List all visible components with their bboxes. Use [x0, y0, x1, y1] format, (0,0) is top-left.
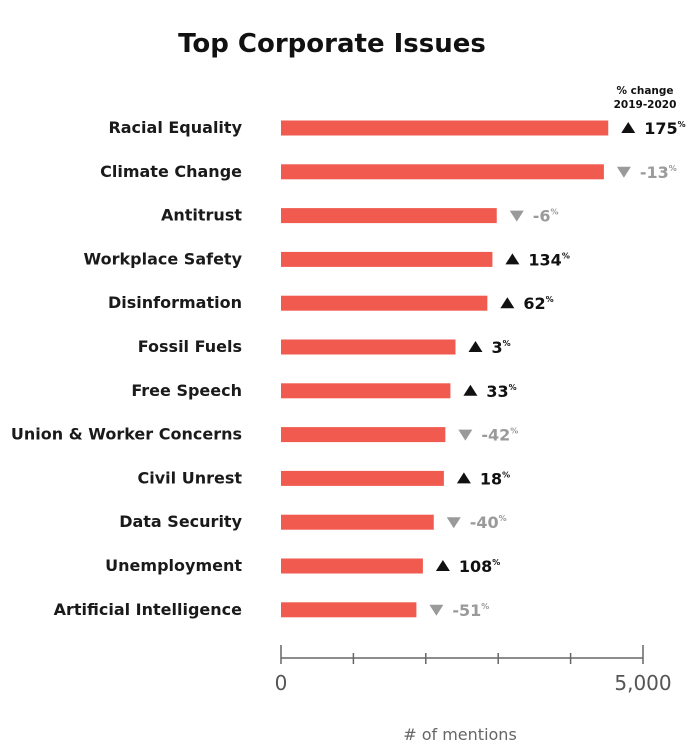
bar-antitrust — [281, 208, 497, 224]
bar-free-speech — [281, 383, 451, 399]
change-label-artificial-intelligence: -51% — [452, 601, 489, 620]
change-pct-sign-disinformation: % — [546, 295, 554, 304]
down-triangle-icon-antitrust — [509, 210, 524, 222]
down-triangle-icon-climate-change — [616, 166, 631, 178]
up-triangle-icon-disinformation — [500, 297, 515, 309]
change-pct-sign-workplace-safety: % — [562, 251, 570, 260]
category-label-workplace-safety: Workplace Safety — [84, 249, 243, 268]
bar-fossil-fuels — [281, 339, 456, 355]
x-axis: 0 5,000 — [275, 645, 672, 695]
category-label-data-security: Data Security — [119, 512, 242, 531]
change-label-workplace-safety: 134% — [528, 250, 569, 269]
up-triangle-icon-fossil-fuels — [468, 341, 483, 352]
change-label-fossil-fuels: 3% — [491, 338, 510, 357]
up-triangle-icon-civil-unrest — [456, 472, 471, 484]
category-label-unemployment: Unemployment — [105, 556, 242, 575]
change-label-data-security: -40% — [470, 513, 507, 532]
bar-disinformation — [281, 295, 488, 311]
change-label-civil-unrest: 18% — [480, 469, 510, 488]
change-header-line1: % change — [616, 85, 673, 97]
category-label-artificial-intelligence: Artificial Intelligence — [54, 600, 243, 619]
category-label-fossil-fuels: Fossil Fuels — [138, 337, 242, 356]
category-label-disinformation: Disinformation — [108, 293, 242, 312]
change-pct-sign-artificial-intelligence: % — [481, 602, 489, 611]
bar-data-security — [281, 514, 434, 530]
category-label-racial-equality: Racial Equality — [108, 118, 242, 137]
category-label-free-speech: Free Speech — [131, 381, 242, 400]
category-label-civil-unrest: Civil Unrest — [138, 468, 243, 487]
down-triangle-icon-data-security — [446, 517, 461, 529]
up-triangle-icon-racial-equality — [621, 122, 636, 133]
down-triangle-icon-union-worker-concerns — [458, 429, 473, 441]
change-pct-sign-antitrust: % — [551, 208, 559, 217]
up-triangle-icon-free-speech — [463, 384, 478, 396]
category-label-antitrust: Antitrust — [161, 206, 242, 225]
change-label-unemployment: 108% — [459, 557, 500, 576]
change-pct-sign-unemployment: % — [492, 558, 500, 567]
change-pct-sign-union-worker-concerns: % — [510, 427, 518, 436]
change-pct-sign-data-security: % — [499, 514, 507, 523]
change-label-climate-change: -13% — [640, 163, 677, 182]
bar-racial-equality — [281, 120, 609, 136]
bar-climate-change — [281, 164, 604, 180]
bar-artificial-intelligence — [281, 602, 417, 618]
change-pct-sign-racial-equality: % — [678, 120, 686, 129]
bar-civil-unrest — [281, 470, 444, 486]
change-label-union-worker-concerns: -42% — [481, 426, 518, 445]
x-axis-label: # of mentions — [403, 725, 517, 744]
change-label-antitrust: -6% — [533, 207, 559, 226]
up-triangle-icon-workplace-safety — [505, 253, 520, 265]
bar-union-worker-concerns — [281, 427, 446, 443]
category-label-climate-change: Climate Change — [100, 162, 242, 181]
change-pct-sign-fossil-fuels: % — [503, 339, 511, 348]
change-label-racial-equality: 175% — [644, 119, 685, 138]
category-label-union-worker-concerns: Union & Worker Concerns — [11, 425, 242, 444]
change-header-line2: 2019-2020 — [614, 99, 677, 111]
bar-workplace-safety — [281, 251, 493, 267]
change-label-disinformation: 62% — [523, 294, 553, 313]
down-triangle-icon-artificial-intelligence — [429, 604, 444, 616]
chart-title: Top Corporate Issues — [178, 29, 486, 59]
change-pct-sign-climate-change: % — [669, 164, 677, 173]
up-triangle-icon-unemployment — [435, 560, 450, 571]
bar-unemployment — [281, 558, 423, 574]
change-label-free-speech: 33% — [486, 382, 516, 401]
change-pct-sign-civil-unrest: % — [502, 470, 510, 479]
x-tick-label-max: 5,000 — [614, 671, 671, 695]
x-tick-label-min: 0 — [275, 671, 288, 695]
change-pct-sign-free-speech: % — [509, 383, 517, 392]
bars-group: Racial Equality 175% Climate Change -13% Ant… — [11, 118, 686, 620]
